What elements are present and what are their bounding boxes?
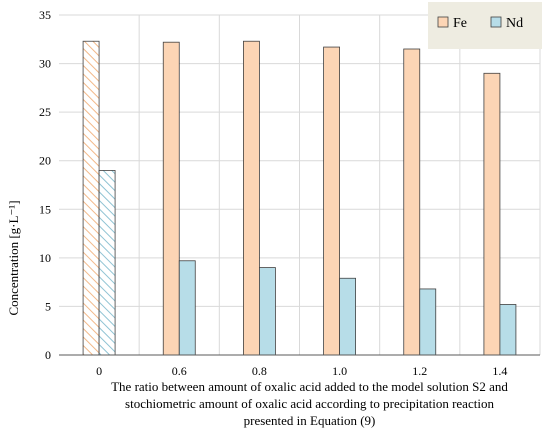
x-tick-label: 0 [96,364,102,378]
y-tick-label: 25 [39,105,51,119]
bar-fe-0.8 [243,40,260,356]
x-tick-label: 1.2 [412,364,427,378]
y-tick-label: 30 [39,57,51,71]
y-tick-label: 15 [39,202,51,216]
y-tick-label: 5 [45,299,51,313]
x-tick-label: 0.6 [172,364,187,378]
y-tick-label: 35 [39,8,51,22]
legend-swatch-nd [490,16,502,28]
y-tick-label: 20 [39,154,51,168]
bar-fe-0.6 [162,41,180,356]
x-tick-label: 1.4 [492,364,507,378]
x-tick-label: 1.0 [332,364,347,378]
y-tick-label: 0 [45,348,51,362]
gridlines [59,14,541,355]
x-axis-title: The ratio between amount of oxalic acid … [111,379,508,428]
bar-fe-1.4 [483,72,501,356]
bar-fe-0 [82,40,100,356]
legend-label-fe: Fe [453,16,467,31]
bar-nd-1.4 [499,304,517,356]
x-axis-title-line: stochiometric amount of oxalic acid acco… [125,396,494,411]
legend-swatch-fe [437,16,449,28]
legend-label-nd: Nd [506,16,523,31]
bar-fe-1.0 [323,46,340,356]
bar-nd-0.6 [178,260,196,356]
y-axis-title: Concentration [g·L⁻¹] [6,200,21,315]
legend: Fe Nd [428,2,542,49]
x-tick-labels: 0 0.6 0.8 1.0 1.2 1.4 [96,364,507,378]
y-tick-labels: 0 5 10 15 20 25 30 35 [39,8,51,362]
bar-nd-1.2 [419,288,437,356]
x-axis-title-line: The ratio between amount of oxalic acid … [111,379,508,394]
y-tick-label: 10 [39,251,51,265]
bar-nd-0 [98,170,116,356]
x-axis-title-line: presented in Equation (9) [244,413,376,428]
bar-nd-0.8 [259,267,276,356]
x-tick-label: 0.8 [252,364,267,378]
bar-nd-1.0 [339,277,356,356]
bar-fe-1.2 [403,48,421,356]
